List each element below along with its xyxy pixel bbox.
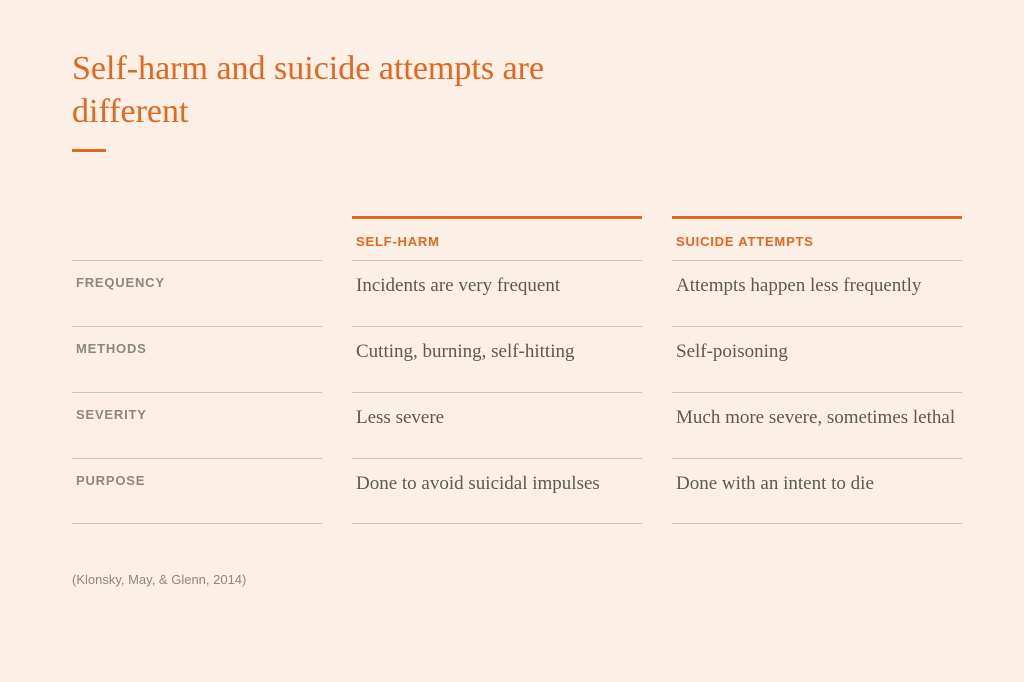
column-header: SUICIDE ATTEMPTS — [672, 216, 962, 260]
table-cell: Attempts happen less frequently — [672, 260, 962, 326]
row-label-severity: SEVERITY — [72, 392, 322, 458]
header-spacer — [72, 216, 322, 260]
column-header: SELF-HARM — [352, 216, 642, 260]
row-label-frequency: FREQUENCY — [72, 260, 322, 326]
table-cell: Cutting, burning, self-hitting — [352, 326, 642, 392]
table-cell: Less severe — [352, 392, 642, 458]
row-label-purpose: PURPOSE — [72, 458, 322, 524]
table-cell: Incidents are very frequent — [352, 260, 642, 326]
column-header-label: SELF-HARM — [356, 234, 440, 249]
citation: (Klonsky, May, & Glenn, 2014) — [72, 572, 952, 587]
column-header-label: SUICIDE ATTEMPTS — [676, 234, 814, 249]
table-cell: Self-poisoning — [672, 326, 962, 392]
table-cell: Much more severe, sometimes lethal — [672, 392, 962, 458]
table-cell: Done with an intent to die — [672, 458, 962, 524]
title-underline — [72, 149, 106, 152]
table-cell: Done to avoid suicidal impulses — [352, 458, 642, 524]
comparison-table: SELF-HARM SUICIDE ATTEMPTS FREQUENCY Inc… — [72, 216, 952, 524]
row-label-methods: METHODS — [72, 326, 322, 392]
page-title: Self-harm and suicide attempts are diffe… — [72, 48, 572, 133]
